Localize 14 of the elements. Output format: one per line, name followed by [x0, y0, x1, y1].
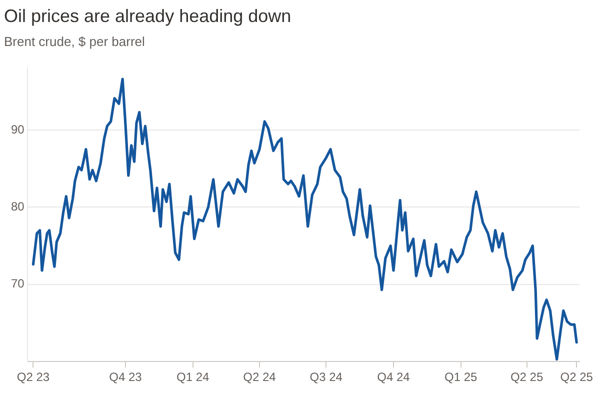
x-tick-label: Q2 23 [16, 370, 50, 384]
y-tick-label: 80 [10, 199, 25, 214]
x-tick-label: Q4 24 [377, 370, 410, 384]
x-tick-label: Q1 25 [444, 370, 478, 384]
chart-title: Oil prices are already heading down [4, 5, 292, 28]
x-tick-label: Q1 24 [176, 370, 210, 384]
x-tick-label: Q2 24 [243, 370, 276, 384]
x-tick-label: Q2 25 [560, 370, 594, 384]
y-tick-label: 70 [10, 276, 25, 291]
x-tick-label: Q2 25 [510, 370, 544, 384]
y-tick-label: 90 [10, 122, 25, 136]
x-tick-label: Q3 24 [310, 370, 343, 384]
chart-subtitle: Brent crude, $ per barrel [4, 33, 146, 51]
x-tick-label: Q4 23 [109, 370, 142, 384]
